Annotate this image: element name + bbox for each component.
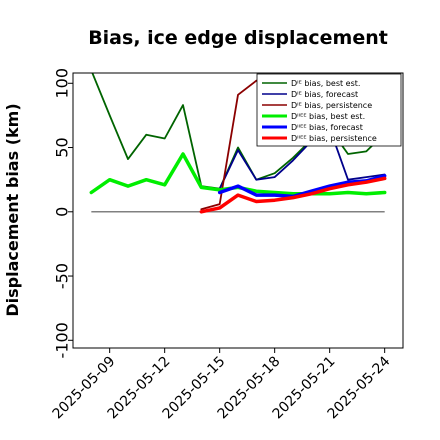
series-line-1: [218, 127, 386, 190]
plot-area: [89, 73, 387, 214]
legend-label-2: Dᴵᴱ bias, persistence: [291, 101, 372, 110]
y-tick-label: -100: [53, 322, 72, 358]
y-tick-label: 0: [53, 207, 72, 217]
legend-label-4: Dᴵᴵᴱᴱ bias, forecast: [291, 123, 363, 132]
y-tick-label: -50: [53, 263, 72, 289]
plot-frame: [72, 72, 404, 349]
y-tick-label: 50: [53, 137, 72, 157]
legend-label-1: Dᴵᴱ bias, forecast: [291, 90, 358, 99]
y-axis: -100 -50 0 50 100: [53, 68, 73, 358]
legend: Dᴵᴱ bias, best est. Dᴵᴱ bias, forecast Dᴵᴱ…: [256, 73, 402, 147]
legend-label-5: Dᴵᴵᴱᴱ bias, persistence: [291, 134, 377, 143]
y-axis-label: Displacement bias (km): [3, 103, 22, 316]
chart-title: Bias, ice edge displacement: [88, 27, 388, 49]
x-axis: 2025-05-092025-05-122025-05-152025-05-18…: [50, 348, 394, 422]
series-line-4: [217, 174, 387, 199]
y-tick-label: 100: [53, 68, 72, 99]
legend-label-0: Dᴵᴱ bias, best est.: [291, 79, 360, 88]
legend-label-3: Dᴵᴵᴱᴱ bias, best est.: [291, 112, 365, 121]
series-line-5: [199, 176, 387, 214]
legend-box: [256, 73, 402, 147]
